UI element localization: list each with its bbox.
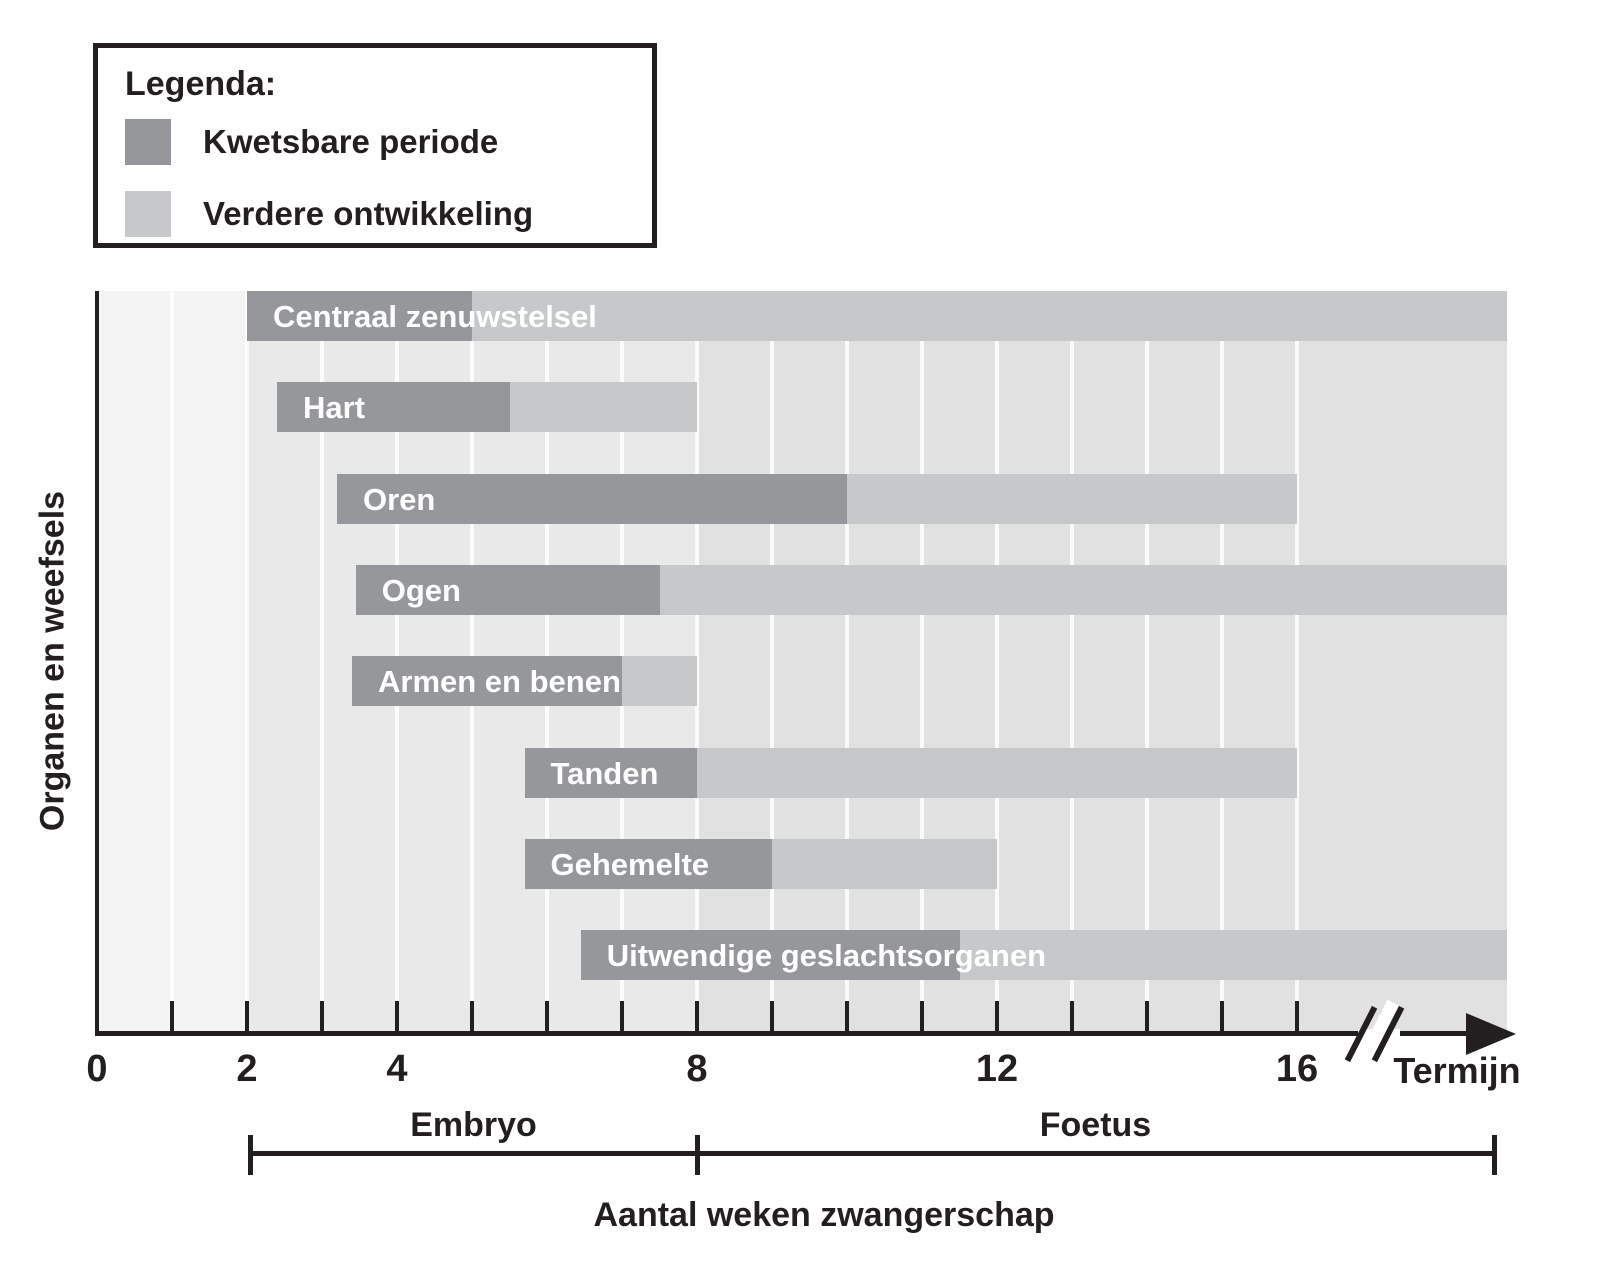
axis-tick-week-15 — [1220, 1001, 1224, 1031]
legend-item-label: Verdere ontwikkeling — [203, 195, 534, 232]
gridline-week-11 — [920, 291, 924, 1031]
axis-tick-week-1 — [170, 1001, 174, 1031]
axis-tick-week-6 — [545, 1001, 549, 1031]
bracket-tick-2 — [1492, 1135, 1497, 1175]
bar-label-oren: Oren — [363, 482, 436, 517]
x-tick-label-16: 16 — [1275, 1048, 1319, 1090]
y-axis-title: Organen en weefsels — [33, 490, 72, 832]
period-label-foetus: Foetus — [1039, 1106, 1152, 1144]
gridline-week-12 — [995, 291, 999, 1031]
axis-tick-week-5 — [470, 1001, 474, 1031]
gridline-week-9 — [770, 291, 774, 1031]
axis-tick-week-14 — [1145, 1001, 1149, 1031]
bar-label-centraal-zenuwstelsel: Centraal zenuwstelsel — [273, 299, 597, 334]
axis-tick-week-12 — [995, 1001, 999, 1031]
axis-tick-week-10 — [845, 1001, 849, 1031]
axis-tick-week-7 — [620, 1001, 624, 1031]
axis-tick-week-13 — [1070, 1001, 1074, 1031]
gridline-week-2 — [245, 291, 249, 1031]
x-tick-label-0: 0 — [86, 1048, 108, 1090]
gridline-week-8 — [695, 291, 699, 1031]
bracket-tick-1 — [695, 1135, 700, 1175]
bar-label-ogen: Ogen — [381, 573, 461, 608]
period-label-embryo: Embryo — [410, 1106, 537, 1144]
x-tick-label-4: 4 — [386, 1048, 408, 1090]
x-tick-label-8: 8 — [686, 1048, 708, 1090]
plot-area: Centraal zenuwstelsel Hart Oren Ogen Armen e… — [97, 291, 1507, 1031]
gridline-week-15 — [1220, 291, 1224, 1031]
y-axis-line — [95, 291, 99, 1036]
bar-label-hart: Hart — [303, 390, 366, 425]
axis-tick-week-4 — [395, 1001, 399, 1031]
gridline-week-13 — [1070, 291, 1074, 1031]
axis-tick-week-9 — [770, 1001, 774, 1031]
axis-tick-week-3 — [320, 1001, 324, 1031]
bar-vulnerable-oren — [337, 474, 847, 524]
bar-vulnerable-gehemelte — [524, 839, 772, 889]
gridline-week-1 — [170, 291, 174, 1031]
bar-vulnerable-uitwendige-geslachtsorganen — [580, 930, 960, 980]
bar-vulnerable-armen-en-benen — [352, 656, 622, 706]
background-band-week-8 — [697, 291, 1507, 1031]
vulnerable-color-swatch — [125, 119, 171, 165]
bar-vulnerable-hart — [277, 382, 510, 432]
axis-tick-week-11 — [920, 1001, 924, 1031]
bar-label-uitwendige-geslachtsorganen: Uitwendige geslachtsorganen — [606, 938, 1047, 973]
legend-item-further: Verdere ontwikkeling — [125, 191, 533, 237]
bar-vulnerable-tanden — [524, 748, 697, 798]
legend-box: Legenda: Kwetsbare periode Verdere ontwi… — [93, 43, 657, 248]
x-tick-label-2: 2 — [236, 1048, 258, 1090]
axis-tick-week-2 — [245, 1001, 249, 1031]
bar-label-tanden: Tanden — [550, 756, 659, 791]
legend-item-label: Kwetsbare periode — [203, 123, 499, 160]
axis-arrow-icon — [1466, 1013, 1516, 1055]
axis-tick-week-16 — [1295, 1001, 1299, 1031]
bar-label-gehemelte: Gehemelte — [550, 847, 710, 882]
axis-tick-week-8 — [695, 1001, 699, 1031]
bracket-tick-0 — [248, 1135, 253, 1175]
x-axis-title: Aantal weken zwangerschap — [593, 1196, 1055, 1234]
bar-label-armen-en-benen: Armen en benen — [378, 664, 621, 699]
gridline-week-16 — [1295, 291, 1299, 1031]
bar-vulnerable-ogen — [355, 565, 660, 615]
gridline-week-14 — [1145, 291, 1149, 1031]
legend-title: Legenda: — [125, 65, 277, 103]
gridline-week-3 — [320, 291, 324, 1031]
legend-item-vulnerable: Kwetsbare periode — [125, 119, 498, 165]
x-axis-end-label: Termijn — [1393, 1050, 1521, 1091]
x-tick-label-12: 12 — [975, 1048, 1019, 1090]
further-color-swatch — [125, 191, 171, 237]
x-axis-line — [97, 1031, 1471, 1036]
gridline-week-10 — [845, 291, 849, 1031]
period-bracket-line — [250, 1151, 1494, 1156]
bar-vulnerable-centraal-zenuwstelsel — [247, 291, 472, 341]
